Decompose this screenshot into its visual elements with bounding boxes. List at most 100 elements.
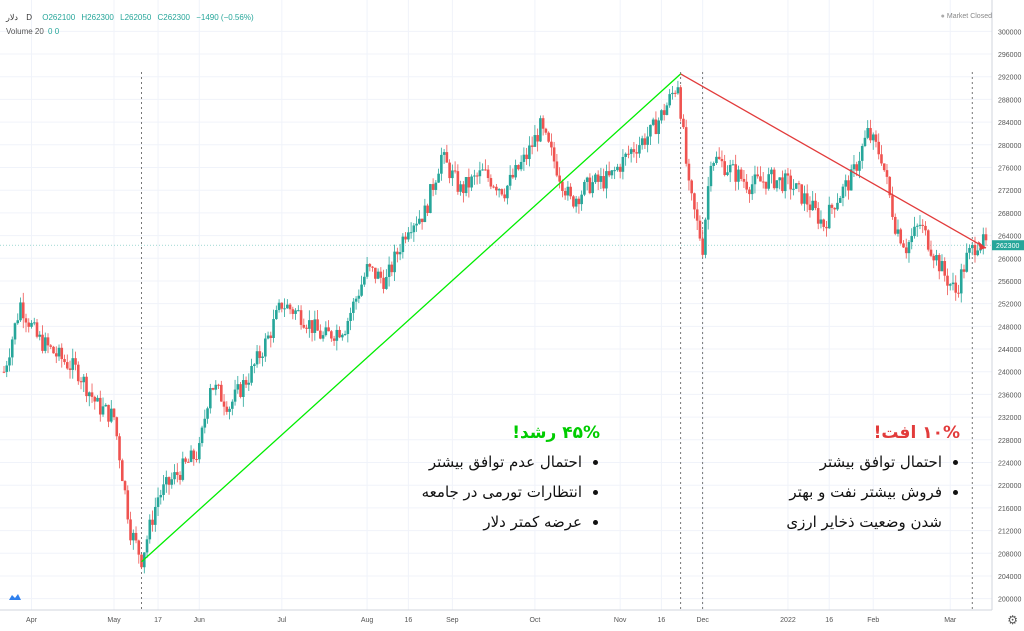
x-tick-label: 2022 <box>780 617 796 624</box>
uptrend-line <box>141 73 682 563</box>
volume-legend[interactable]: Volume 20 0 0 <box>6 27 59 36</box>
candle-body <box>913 226 916 237</box>
candle-body <box>376 271 380 279</box>
candle-body <box>371 266 374 268</box>
candle-body <box>382 277 385 289</box>
candle-body <box>115 417 119 437</box>
candle-body <box>871 134 875 141</box>
volume-label: Volume 20 <box>6 27 44 36</box>
candle-body <box>409 232 413 234</box>
candle-body <box>610 170 614 176</box>
candle-body <box>566 186 570 196</box>
candle-body <box>577 198 581 205</box>
y-tick-label: 292000 <box>998 75 1021 82</box>
candle-body <box>594 174 597 183</box>
candle-body <box>332 338 336 341</box>
candle-body <box>327 327 330 332</box>
candle-body <box>170 479 174 485</box>
candle-body <box>220 384 223 402</box>
candle-body <box>981 234 985 249</box>
candle-body <box>305 327 308 329</box>
candle-body <box>558 175 561 182</box>
candle-body <box>899 229 903 244</box>
x-tick-label: Nov <box>614 617 627 624</box>
candle-body <box>429 184 432 213</box>
candle-body <box>937 255 941 272</box>
candle-body <box>803 193 806 204</box>
y-tick-label: 280000 <box>998 143 1021 150</box>
candle-body <box>616 166 619 171</box>
candle-body <box>726 172 729 175</box>
candle-body <box>544 128 548 133</box>
candle-body <box>52 346 55 354</box>
gear-icon[interactable]: ⚙ <box>1007 613 1018 627</box>
candle-body <box>984 234 988 241</box>
candle-body <box>445 152 449 163</box>
candle-body <box>145 539 149 553</box>
candle-body <box>918 224 922 226</box>
candle-body <box>704 219 707 255</box>
candle-body <box>412 225 416 233</box>
x-tick-label: 16 <box>825 617 833 624</box>
candle-body <box>197 443 201 460</box>
candle-body <box>316 319 319 331</box>
candle-body <box>522 154 526 162</box>
candle-body <box>32 322 36 324</box>
candle-body <box>310 320 314 333</box>
close-value: C262300 <box>157 13 190 22</box>
x-tick-label: Apr <box>26 617 38 624</box>
volume-values: 0 0 <box>48 27 60 36</box>
candle-body <box>228 408 231 412</box>
candle-body <box>783 173 787 192</box>
candle-body <box>775 180 779 189</box>
candle-body <box>635 152 638 154</box>
candle-body <box>902 243 905 248</box>
symbol-name[interactable]: دلار <box>6 13 18 22</box>
candle-body <box>423 205 427 223</box>
candle-body <box>291 309 295 314</box>
candle-body <box>569 186 572 197</box>
candle-body <box>591 182 594 194</box>
list-item: انتظارات تورمی در جامعه <box>350 477 582 507</box>
decline-reasons: احتمال توافق بیشتر فروش بیشتر نفت و بهتر… <box>710 447 960 537</box>
growth-annotation: ۴۵% رشد! احتمال عدم توافق بیشتر انتظارات… <box>350 423 600 537</box>
candle-body <box>65 362 69 369</box>
candle-body <box>962 269 966 272</box>
candle-body <box>778 177 781 181</box>
candle-body <box>618 166 622 172</box>
candle-body <box>739 169 743 179</box>
candle-body <box>76 364 80 382</box>
tradingview-logo-icon[interactable] <box>8 592 22 602</box>
market-status: ● Market Closed <box>941 13 992 20</box>
y-tick-label: 216000 <box>998 506 1021 513</box>
candle-body <box>151 519 154 525</box>
candle-body <box>365 264 369 277</box>
candle-body <box>814 200 817 209</box>
candle-body <box>93 396 97 402</box>
candle-body <box>957 292 960 294</box>
candle-body <box>159 494 163 498</box>
candle-body <box>264 338 267 357</box>
candle-body <box>599 176 603 182</box>
candle-body <box>849 169 853 191</box>
candle-body <box>682 118 685 128</box>
candle-body <box>728 164 732 173</box>
resolution-label[interactable]: D <box>26 13 33 22</box>
candle-body <box>129 519 132 541</box>
candle-body <box>830 204 834 208</box>
candle-body <box>605 171 608 189</box>
candle-body <box>54 353 58 357</box>
candle-body <box>181 458 185 480</box>
candle-body <box>431 184 435 190</box>
candle-body <box>572 196 575 207</box>
candle-body <box>789 175 793 190</box>
candle-body <box>98 397 102 415</box>
candle-body <box>954 282 958 293</box>
candle-body <box>30 322 33 327</box>
candle-body <box>258 351 262 358</box>
candle-body <box>10 339 14 358</box>
candle-body <box>528 145 531 160</box>
y-tick-label: 228000 <box>998 438 1021 445</box>
candle-body <box>153 506 157 525</box>
